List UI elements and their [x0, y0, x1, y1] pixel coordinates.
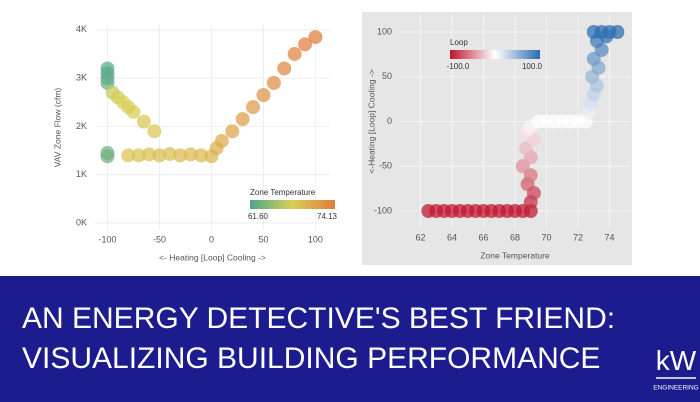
data-point [162, 146, 177, 161]
data-point [183, 147, 198, 162]
x-tick-label: 50 [258, 234, 268, 244]
x-axis-label: <- Heating [Loop] Cooling -> [159, 252, 266, 262]
y-tick-label: 3K [76, 72, 87, 82]
colorbar-tick-label: 61.60 [248, 212, 269, 221]
x-tick-label: -100 [98, 234, 116, 244]
data-point [277, 61, 292, 76]
y-axis-label: VAV Zone Flow (cfm) [52, 88, 62, 168]
data-point [308, 30, 323, 45]
data-point [246, 100, 261, 115]
plot-background [0, 0, 350, 270]
data-point [256, 88, 271, 103]
x-tick-label: 62 [415, 232, 425, 242]
colorbar-title: Loop [450, 38, 468, 47]
data-point [214, 133, 229, 148]
colorbar-tick-label: 74.13 [317, 212, 338, 221]
y-axis-label: <-Heating [Loop] Cooling -> [366, 69, 376, 173]
y-tick-label: -50 [379, 161, 392, 171]
data-point [225, 124, 240, 139]
x-tick-label: 0 [209, 234, 214, 244]
plot-background [362, 12, 632, 265]
logo-text: kW [656, 345, 697, 376]
x-tick-label: 72 [573, 232, 583, 242]
colorbar-tick-label: 100.0 [522, 62, 543, 71]
data-point [266, 75, 281, 90]
x-axis-label: Zone Temperature [480, 250, 550, 260]
colorbar-tick-label: -100.0 [447, 62, 470, 71]
colorbar-title: Zone Temperature [250, 188, 316, 197]
x-tick-label: 68 [510, 232, 520, 242]
y-tick-label: -100 [374, 205, 392, 215]
x-tick-label: 100 [308, 234, 323, 244]
data-point [142, 147, 157, 162]
y-tick-label: 100 [377, 26, 392, 36]
banner-line: AN ENERGY DETECTIVE'S BEST FRIEND: [22, 302, 615, 335]
logo-subtext: ENGINEERING [653, 385, 699, 392]
banner-line: VISUALIZING BUILDING PERFORMANCE [22, 342, 600, 375]
y-tick-label: 50 [382, 71, 392, 81]
data-point [235, 112, 250, 127]
data-point [298, 37, 313, 52]
colorbar [250, 200, 335, 209]
y-tick-label: 4K [76, 24, 87, 34]
data-point [173, 148, 188, 163]
y-tick-label: 1K [76, 169, 87, 179]
data-point [136, 114, 151, 129]
data-point [287, 46, 302, 61]
y-tick-label: 2K [76, 121, 87, 131]
banner-background [0, 276, 700, 402]
data-point [152, 148, 167, 163]
data-point [599, 29, 614, 44]
x-tick-label: 74 [605, 232, 615, 242]
data-point [147, 124, 162, 139]
data-point [121, 148, 136, 163]
data-point [194, 148, 209, 163]
y-tick-label: 0 [387, 116, 392, 126]
x-tick-label: 66 [478, 232, 488, 242]
x-tick-label: 64 [447, 232, 457, 242]
y-tick-label: 0K [76, 217, 87, 227]
data-point [131, 148, 146, 163]
x-tick-label: 70 [541, 232, 551, 242]
data-point [126, 104, 141, 119]
data-point [610, 25, 625, 40]
data-point [100, 149, 115, 164]
x-tick-label: -50 [153, 234, 166, 244]
colorbar [450, 50, 540, 59]
